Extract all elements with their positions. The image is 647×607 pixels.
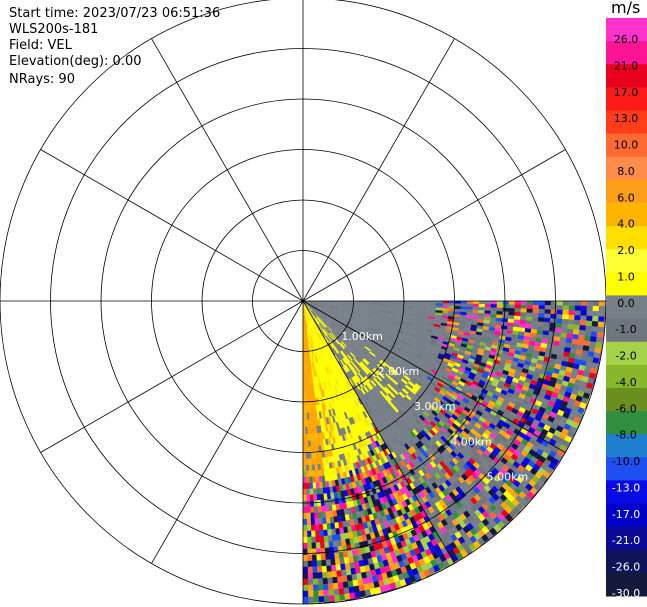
velocity-field: [302, 300, 607, 605]
colorbar-tick-label: 1.0: [617, 270, 635, 283]
colorbar-tick-label: 17.0: [614, 86, 639, 99]
colorbar-tick-label: 4.0: [617, 218, 635, 231]
colorbar-tick-label: -2.0: [615, 350, 636, 363]
colorbar-tick-label: -17.0: [612, 508, 640, 521]
colorbar-tick-label: -4.0: [615, 376, 636, 389]
colorbar-tick-label: 13.0: [614, 112, 639, 125]
colorbar-tick-label: -26.0: [612, 561, 640, 574]
colorbar-tick-label: 26.0: [614, 33, 639, 46]
colorbar-tick-label: -30.0: [612, 587, 640, 600]
colorbar-tick-label: -21.0: [612, 534, 640, 547]
colorbar-tick-label: -10.0: [612, 455, 640, 468]
colorbar-tick-label: -1.0: [615, 323, 636, 336]
colorbar-tick-label: 21.0: [614, 59, 639, 72]
colorbar-tick-label: -6.0: [615, 402, 636, 415]
colorbar-tick-label: 8.0: [617, 165, 635, 178]
colorbar-tick-label: 6.0: [617, 191, 635, 204]
colorbar-tick-label: -8.0: [615, 429, 636, 442]
colorbar-tick-label: -13.0: [612, 481, 640, 494]
colorbar-tick-label: 10.0: [614, 139, 639, 152]
colorbar-tick-label: 2.0: [617, 244, 635, 257]
colorbar-tick-label: 0.0: [617, 297, 635, 310]
